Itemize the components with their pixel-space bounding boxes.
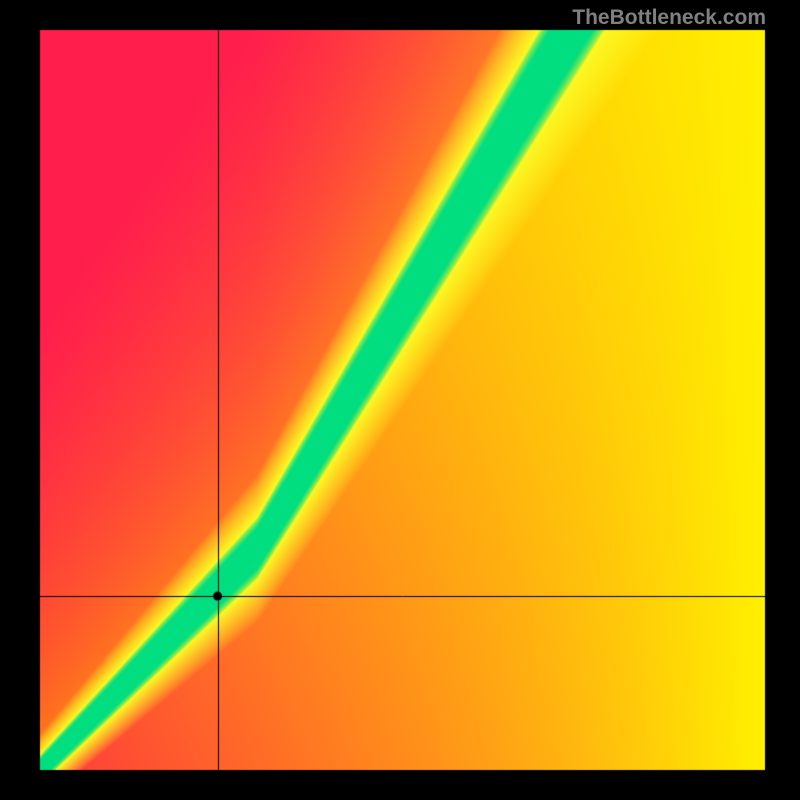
bottleneck-heatmap	[0, 0, 800, 800]
watermark-text: TheBottleneck.com	[572, 6, 766, 30]
